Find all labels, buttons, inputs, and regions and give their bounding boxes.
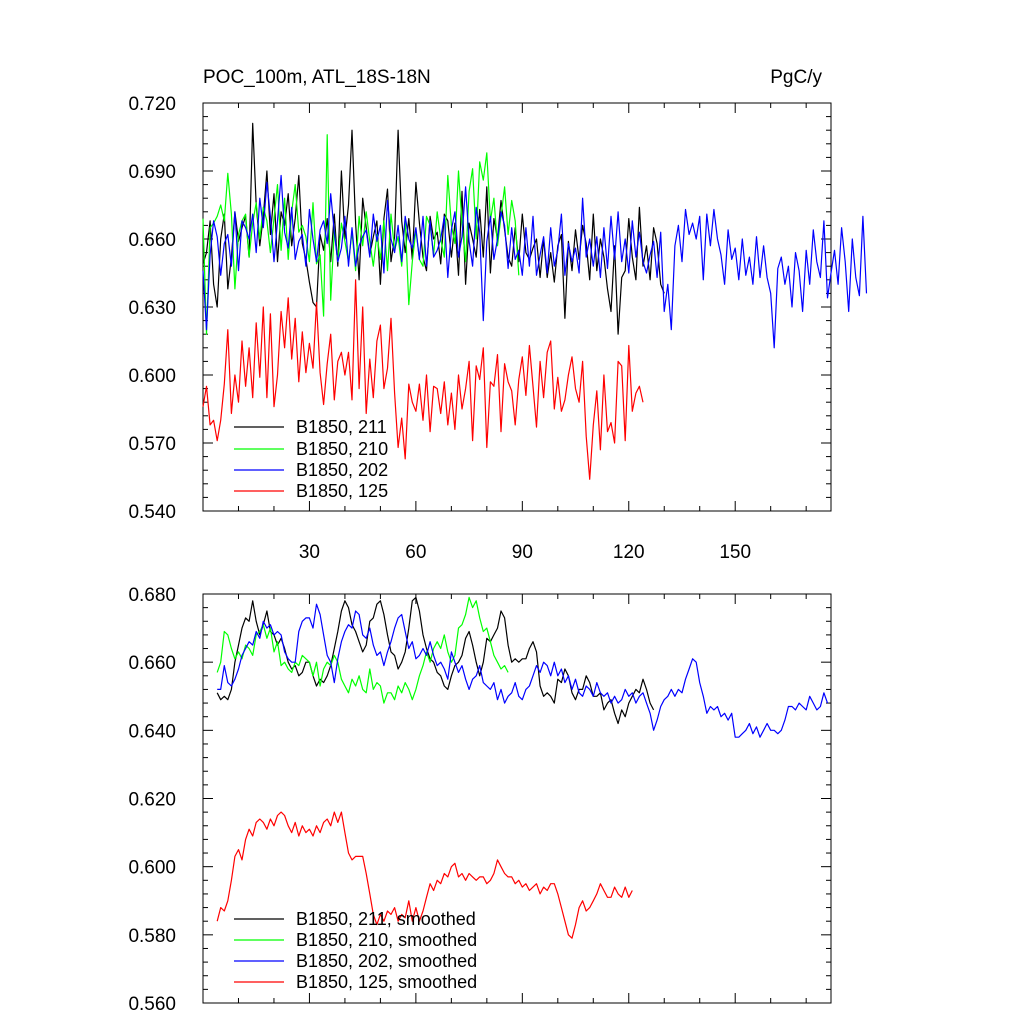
top-xtick-label: 120 xyxy=(613,542,645,563)
top-xtick-label: 90 xyxy=(512,542,533,563)
top-chart-units: PgC/y xyxy=(770,67,822,88)
top-series-line-b1850-211 xyxy=(202,122,665,335)
legend-label-202-smoothed: B1850, 202, smoothed xyxy=(296,951,477,971)
top-ytick-label: 0.570 xyxy=(128,434,176,455)
top-ytick-label: 0.690 xyxy=(128,162,176,183)
top-axes: 0.540 0.570 0.600 0.630 0.660 0.690 0.720 30 60 9… xyxy=(128,94,831,563)
bottom-panel: 0.560 0.580 0.600 0.620 0.640 0.660 0.680 B185… xyxy=(128,585,832,1015)
legend-label-210: B1850, 210 xyxy=(296,439,388,459)
top-series-line-b1850-210 xyxy=(202,134,520,335)
top-legend: B1850, 211 B1850, 210 B1850, 202 B1850, … xyxy=(234,417,388,501)
top-ytick-label: 0.720 xyxy=(128,94,176,115)
top-ytick-label: 0.660 xyxy=(128,230,176,251)
legend-label-125: B1850, 125 xyxy=(296,481,388,501)
bottom-series-line-b1850-202-smoothed xyxy=(217,603,829,738)
legend-label-125-smoothed: B1850, 125, smoothed xyxy=(296,972,477,992)
bottom-ytick-label: 0.660 xyxy=(128,653,176,674)
bottom-ytick-label: 0.640 xyxy=(128,721,176,742)
legend-label-211-smoothed: B1850, 211, smoothed xyxy=(296,909,476,929)
legend-label-210-smoothed: B1850, 210, smoothed xyxy=(296,930,477,950)
bottom-series-line-b1850-211-smoothed xyxy=(216,596,655,725)
top-series-line-b1850-125 xyxy=(202,279,644,480)
top-xtick-label: 60 xyxy=(405,542,426,563)
bottom-ytick-label: 0.680 xyxy=(128,585,176,606)
top-chart-title: POC_100m, ATL_18S-18N xyxy=(203,67,431,88)
top-xtick-label: 30 xyxy=(299,542,320,563)
top-series-group xyxy=(202,122,868,480)
bottom-series-group xyxy=(216,596,829,939)
legend-label-211: B1850, 211 xyxy=(296,417,387,437)
top-xtick-label: 150 xyxy=(719,542,751,563)
bottom-ytick-label: 0.580 xyxy=(128,926,176,947)
bottom-ytick-label: 0.620 xyxy=(128,790,176,811)
legend-label-202: B1850, 202 xyxy=(296,460,388,480)
top-ytick-label: 0.600 xyxy=(128,366,176,387)
bottom-series-line-b1850-125-smoothed xyxy=(216,811,633,939)
bottom-legend: B1850, 211, smoothed B1850, 210, smoothe… xyxy=(234,909,477,992)
top-series-line-b1850-202 xyxy=(202,174,868,349)
top-ytick-label: 0.540 xyxy=(128,502,176,523)
bottom-series-line-b1850-210-smoothed xyxy=(216,596,509,704)
bottom-ytick-label: 0.560 xyxy=(128,994,176,1015)
top-ytick-label: 0.630 xyxy=(128,298,176,319)
top-panel: POC_100m, ATL_18S-18N PgC/y 0.5400.5700.… xyxy=(128,67,868,563)
bottom-ytick-label: 0.600 xyxy=(128,858,176,879)
bottom-axes: 0.560 0.580 0.600 0.620 0.640 0.660 0.680 xyxy=(128,585,831,1015)
